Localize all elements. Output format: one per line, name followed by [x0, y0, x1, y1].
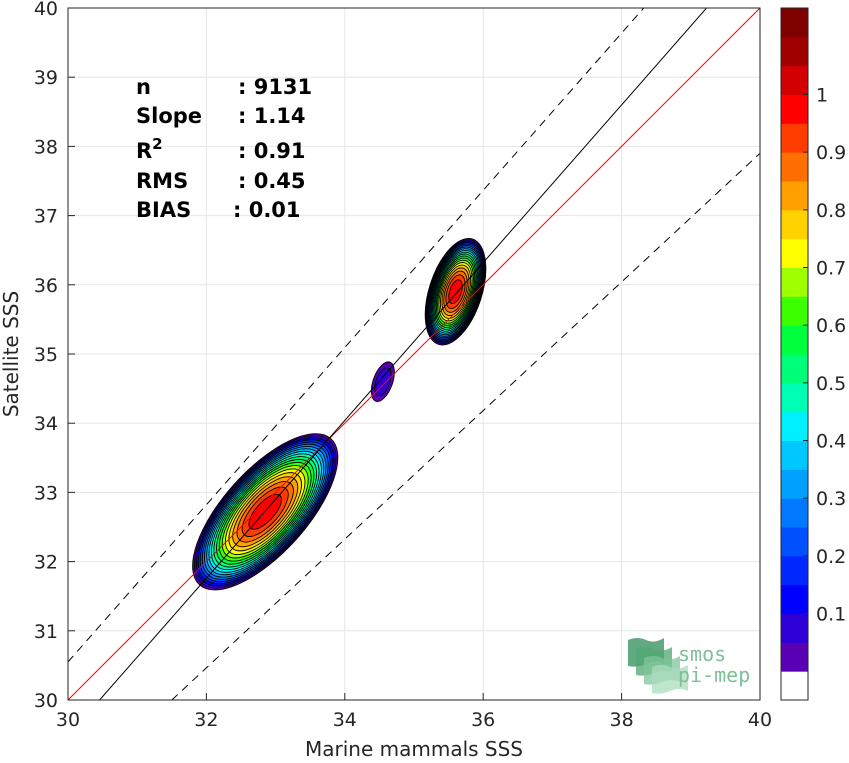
regression-line: [98, 8, 708, 700]
stat-value: : 9131: [238, 75, 312, 99]
colorbar-segment: [781, 613, 808, 643]
y-tick-label: 40: [34, 0, 58, 20]
x-tick-label: 40: [748, 709, 772, 731]
colorbar-segment: [781, 555, 808, 586]
y-tick-label: 30: [34, 690, 58, 712]
colorbar-segment: [781, 440, 808, 470]
stat-value: : 0.45: [238, 169, 306, 193]
x-tick-label: 30: [56, 709, 80, 731]
logo-text: pi-mep: [678, 663, 750, 687]
y-tick-label: 37: [34, 206, 58, 228]
x-axis-label: Marine mammals SSS: [305, 737, 523, 761]
stat-value: : 1.14: [238, 104, 306, 128]
colorbar-segment: [781, 152, 808, 182]
colorbar-segment: [781, 8, 808, 38]
colorbar-tick-label: 0.5: [816, 373, 846, 395]
colorbar-segment: [781, 296, 808, 326]
y-tick-label: 39: [34, 67, 58, 89]
stat-label: Slope: [136, 104, 202, 128]
lower-bound-line: [171, 152, 760, 700]
colorbar-segment: [781, 65, 808, 95]
colorbar-tick-label: 1: [816, 85, 828, 107]
colorbar-tick-label: 0.1: [816, 604, 846, 626]
stat-superscript: 2: [152, 135, 162, 153]
colorbar-segment: [781, 527, 808, 557]
identity-line: [68, 8, 760, 700]
reference-lines: [68, 8, 760, 700]
colorbar-tick-label: 0.9: [816, 142, 846, 164]
grid: [67, 7, 761, 701]
colorbar-tick-label: 0.6: [816, 315, 846, 337]
contour-cluster-upper: [424, 237, 487, 346]
logo-text: smos: [678, 642, 726, 666]
y-tick-label: 36: [34, 275, 58, 297]
y-tick-label: 31: [34, 621, 58, 643]
y-tick-label: 34: [34, 413, 58, 435]
stat-label: BIAS: [136, 198, 191, 222]
x-tick-label: 38: [610, 709, 634, 731]
colorbar-tick-label: 0.3: [816, 488, 846, 510]
colorbar-segment: [781, 642, 808, 672]
colorbar-segment: [781, 469, 808, 499]
stat-label: RMS: [136, 169, 188, 193]
y-tick-label: 35: [34, 344, 58, 366]
colorbar-segment: [781, 325, 808, 355]
stat-label: n: [136, 75, 151, 99]
colorbar-tick-label: 0.4: [816, 431, 846, 453]
colorbar-segment: [781, 411, 808, 441]
colorbar-segment: [781, 354, 808, 384]
colorbar-segment: [781, 498, 808, 528]
colorbar-segment: [781, 238, 808, 268]
x-tick-label: 36: [471, 709, 495, 731]
colorbar-segment: [781, 181, 808, 211]
colorbar-tick-label: 0.2: [816, 546, 846, 568]
colorbar: 0.1 0.2 0.3 0.4 0.5 0.6 0.7 0.8 0.9 1: [780, 7, 846, 701]
x-tick-label: 34: [333, 709, 357, 731]
colorbar-segment: [781, 209, 808, 240]
colorbar-segment: [781, 94, 808, 124]
y-axis-ticks: 30 31 32 33 34 35 36 37 38 39 40: [34, 0, 75, 712]
colorbar-tick-label: 0.8: [816, 200, 846, 222]
colorbar-segment: [781, 382, 808, 413]
y-axis-label: Satellite SSS: [0, 291, 23, 417]
colorbar-segment: [781, 267, 808, 297]
logo-wave: [652, 665, 688, 694]
colorbar-frame: [780, 7, 809, 701]
colorbar-segment: [781, 36, 808, 67]
colorbar-segment: [781, 123, 808, 153]
x-tick-label: 32: [194, 709, 218, 731]
y-tick-label: 32: [34, 552, 58, 574]
y-tick-label: 33: [34, 482, 58, 504]
colorbar-segment: [781, 671, 808, 701]
y-tick-label: 38: [34, 136, 58, 158]
x-axis-ticks: 30 32 34 36 38 40: [56, 693, 772, 731]
stat-value: : 0.91: [238, 139, 306, 163]
stat-value: : 0.01: [233, 198, 301, 222]
colorbar-tick-label: 0.7: [816, 258, 846, 280]
colorbar-segment: [781, 584, 808, 614]
upper-bound-line: [68, 8, 645, 663]
